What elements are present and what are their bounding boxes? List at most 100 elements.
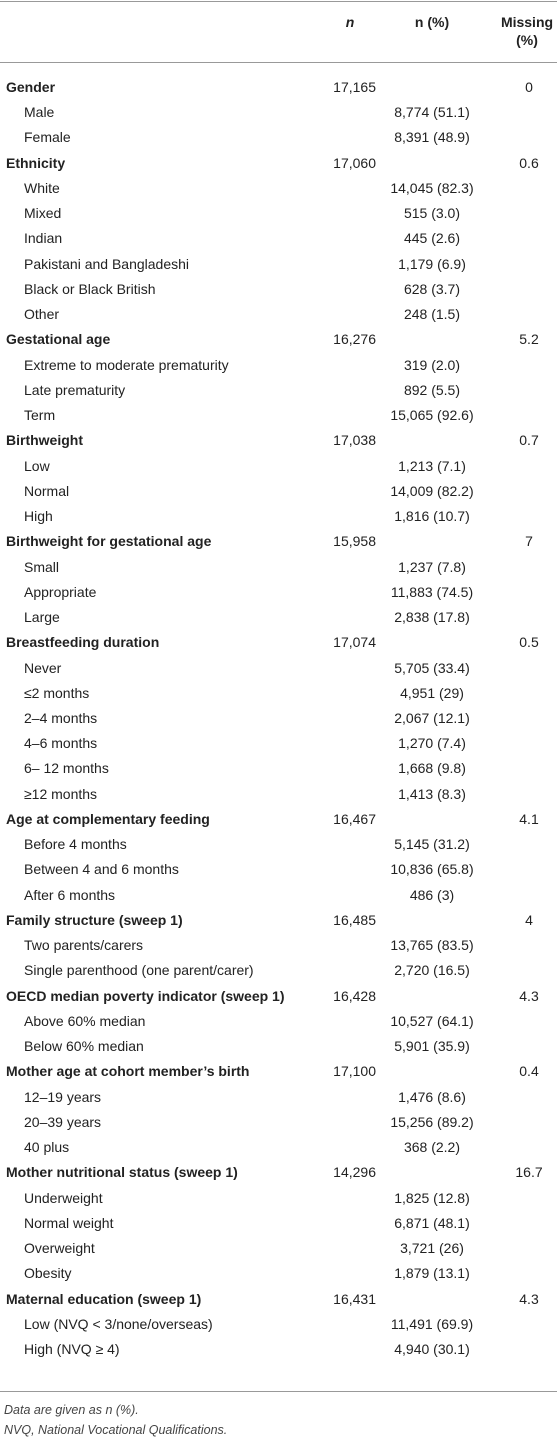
item-label: Below 60% median [24, 1038, 144, 1055]
item-n-pct: 13,765 (83.5) [390, 937, 474, 954]
item-label: Female [24, 129, 71, 146]
group-label: Mother nutritional status (sweep 1) [6, 1164, 238, 1181]
item-label: Between 4 and 6 months [24, 861, 179, 878]
item-n-pct: 3,721 (26) [400, 1240, 464, 1257]
group-label: Mother age at cohort member’s birth [6, 1063, 250, 1080]
item-n-pct: 1,213 (7.1) [398, 457, 466, 474]
group-label: Gestational age [6, 331, 111, 348]
item-label: Male [24, 104, 55, 121]
item-n-pct: 5,705 (33.4) [394, 659, 470, 676]
item-n-pct: 15,256 (89.2) [390, 1113, 474, 1130]
item-label: Never [24, 659, 62, 676]
item-n-pct: 1,270 (7.4) [398, 735, 466, 752]
item-n-pct: 445 (2.6) [403, 230, 461, 247]
item-label: High (NVQ ≥ 4) [24, 1341, 120, 1357]
item-label: Normal [24, 482, 70, 499]
group-missing: 7 [525, 533, 533, 550]
footnote: Data are given as n (%). [4, 1403, 139, 1417]
group-missing: 0.4 [519, 1063, 539, 1080]
item-n-pct: 4,940 (30.1) [394, 1341, 470, 1357]
item-n-pct: 515 (3.0) [403, 205, 461, 222]
item-label: 40 plus [24, 1139, 70, 1156]
item-n-pct: 368 (2.2) [403, 1139, 461, 1156]
item-label: Black or Black British [24, 280, 156, 297]
item-label: Two parents/carers [24, 937, 144, 954]
item-n-pct: 14,009 (82.2) [390, 482, 474, 499]
item-label: Pakistani and Bangladeshi [24, 255, 190, 272]
group-missing: 0 [525, 79, 533, 95]
item-n-pct: 10,836 (65.8) [390, 861, 474, 878]
item-label: Small [24, 558, 60, 575]
group-missing: 4.1 [519, 810, 539, 827]
item-label: 20–39 years [24, 1113, 102, 1130]
item-label: 12–19 years [24, 1088, 102, 1105]
group-label: Age at complementary feeding [6, 810, 210, 827]
item-label: After 6 months [24, 886, 116, 903]
group-label: Birthweight [6, 432, 83, 449]
item-label: Obesity [24, 1265, 72, 1282]
item-n-pct: 1,179 (6.9) [398, 255, 466, 272]
group-n: 16,485 [333, 911, 376, 928]
group-n: 16,431 [333, 1290, 376, 1307]
item-label: High [24, 508, 53, 525]
item-n-pct: 1,879 (13.1) [394, 1265, 470, 1282]
group-n: 17,060 [333, 154, 376, 171]
item-label: Other [24, 306, 60, 323]
group-missing: 0.7 [519, 432, 539, 449]
item-n-pct: 1,825 (12.8) [394, 1189, 470, 1206]
group-label: Breastfeeding duration [6, 634, 160, 651]
header-rule [0, 62, 557, 63]
group-n: 16,428 [333, 987, 376, 1004]
item-n-pct: 15,065 (92.6) [390, 407, 474, 424]
item-label: Large [24, 609, 60, 626]
group-missing: 5.2 [519, 331, 539, 348]
item-n-pct: 1,816 (10.7) [394, 508, 470, 525]
item-n-pct: 10,527 (64.1) [390, 1012, 474, 1029]
group-missing: 0.5 [519, 634, 539, 651]
group-label: OECD median poverty indicator (sweep 1) [6, 987, 285, 1004]
item-n-pct: 1,413 (8.3) [398, 785, 466, 802]
item-label: 2–4 months [24, 710, 98, 726]
item-n-pct: 1,476 (8.6) [398, 1088, 466, 1105]
item-n-pct: 6,871 (48.1) [394, 1214, 470, 1231]
item-n-pct: 5,145 (31.2) [394, 836, 470, 853]
column-header: Missing (%) [500, 14, 554, 48]
item-label: Normal weight [24, 1214, 114, 1231]
group-n: 17,165 [333, 79, 376, 95]
item-n-pct: 11,491 (69.9) [390, 1315, 474, 1332]
item-label: Underweight [24, 1189, 103, 1206]
item-label: Above 60% median [24, 1012, 146, 1029]
item-label: Extreme to moderate prematurity [24, 356, 229, 373]
item-n-pct: 14,045 (82.3) [390, 179, 474, 196]
item-label: 6– 12 months [24, 760, 109, 777]
item-label: Low (NVQ < 3/none/overseas) [24, 1315, 213, 1332]
item-n-pct: 248 (1.5) [403, 306, 461, 323]
column-header: n [345, 14, 355, 30]
item-n-pct: 2,838 (17.8) [394, 609, 470, 626]
bottom-rule [0, 1391, 557, 1392]
group-label: Birthweight for gestational age [6, 533, 212, 550]
item-n-pct: 8,391 (48.9) [394, 129, 470, 146]
item-label: Overweight [24, 1240, 95, 1257]
item-label: ≤2 months [24, 684, 90, 701]
item-n-pct: 628 (3.7) [403, 280, 461, 297]
item-label: Low [24, 457, 50, 474]
column-header: n (%) [414, 14, 450, 30]
group-label: Ethnicity [6, 154, 66, 171]
group-label: Family structure (sweep 1) [6, 911, 183, 928]
group-missing: 0.6 [519, 154, 539, 171]
item-n-pct: 1,237 (7.8) [398, 558, 466, 575]
group-n: 16,467 [333, 810, 376, 827]
item-label: Term [24, 407, 56, 424]
item-n-pct: 319 (2.0) [403, 356, 461, 373]
item-n-pct: 1,668 (9.8) [398, 760, 466, 777]
item-label: Indian [24, 230, 63, 247]
top-rule [0, 1, 557, 2]
group-n: 14,296 [333, 1164, 376, 1181]
item-n-pct: 2,067 (12.1) [394, 710, 470, 726]
item-label: Before 4 months [24, 836, 127, 853]
group-missing: 4 [525, 911, 533, 928]
group-n: 17,074 [333, 634, 376, 651]
item-n-pct: 5,901 (35.9) [394, 1038, 470, 1055]
group-n: 17,100 [333, 1063, 376, 1080]
